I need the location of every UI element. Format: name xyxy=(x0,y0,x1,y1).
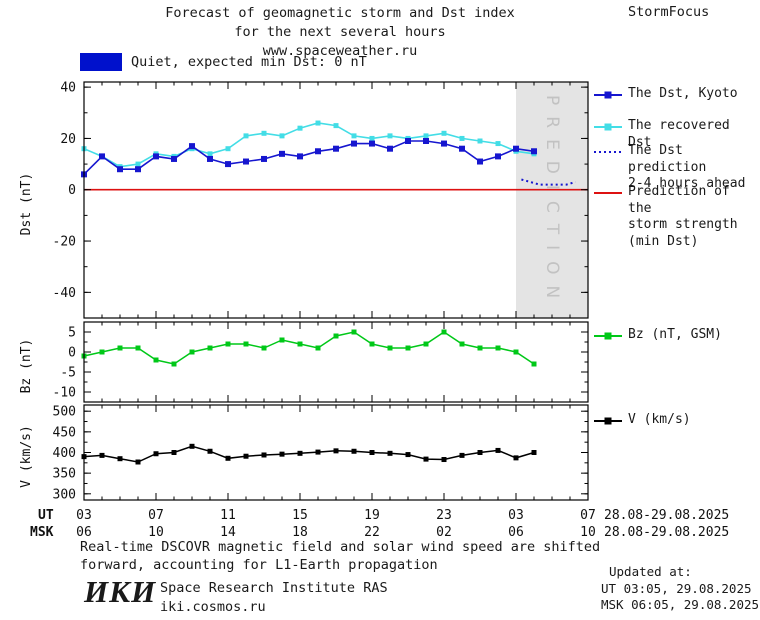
recovered-dst-legend-marker-icon xyxy=(594,123,622,131)
storm-strength-legend-marker-icon xyxy=(594,192,622,194)
ut-row-label: UT xyxy=(38,508,54,523)
institute-site: iki.cosmos.ru xyxy=(160,599,266,615)
svg-text:11: 11 xyxy=(220,508,236,523)
title-line-1: Forecast of geomagnetic storm and Dst in… xyxy=(165,5,515,21)
dst-prediction-legend-marker-icon xyxy=(594,151,622,153)
svg-text:15: 15 xyxy=(292,508,308,523)
legend-item-v: V (km/s) xyxy=(594,412,760,429)
updated-ut: UT 03:05, 29.08.2025 xyxy=(601,580,752,596)
svg-text:02: 02 xyxy=(436,525,452,540)
bz-ylabel: Bz (nT) xyxy=(19,339,34,394)
svg-text:07: 07 xyxy=(580,508,596,523)
quiet-level-swatch xyxy=(80,53,122,71)
updated-msk: MSK 06:05, 29.08.2025 xyxy=(601,597,760,612)
msk-date-range: 28.08-29.08.2025 xyxy=(604,525,729,540)
svg-text:5: 5 xyxy=(68,326,76,341)
svg-text:0: 0 xyxy=(68,183,76,198)
v-legend-marker-icon xyxy=(594,417,622,425)
svg-text:450: 450 xyxy=(53,425,76,440)
dst-kyoto-legend-marker-icon xyxy=(594,91,622,99)
svg-text:10: 10 xyxy=(148,525,164,540)
svg-text:-10: -10 xyxy=(53,386,76,401)
svg-text:22: 22 xyxy=(364,525,380,540)
svg-text:300: 300 xyxy=(53,487,76,502)
svg-text:-40: -40 xyxy=(53,286,76,301)
forecast-chart: PREDICTION 40 20 0 -20 -40 Dst (nT) 5 0 -5 -10 Bz (… xyxy=(19,81,729,540)
legend-label-storm-strength: Prediction of the storm strength (min Ds… xyxy=(628,184,738,249)
svg-text:03: 03 xyxy=(508,508,524,523)
legend-label-dst-kyoto: The Dst, Kyoto xyxy=(628,86,738,101)
v-series xyxy=(83,445,535,463)
svg-text:07: 07 xyxy=(148,508,164,523)
legend-item-dst-prediction: The Dst prediction 2-4 hours ahead xyxy=(594,143,760,193)
dst-kyoto-series xyxy=(83,140,535,175)
prediction-zone xyxy=(516,82,588,318)
legend-label-bz: Bz (nT, GSM) xyxy=(628,327,722,342)
legend-item-storm-strength: Prediction of the storm strength (min Ds… xyxy=(594,184,760,250)
legend-label-v: V (km/s) xyxy=(628,412,691,427)
page-title: Forecast of geomagnetic storm and Dst in… xyxy=(80,4,600,61)
footnote: Real-time DSCOVR magnetic field and sola… xyxy=(80,539,601,573)
legend-label-recovered-dst: The recovered Dst xyxy=(628,118,730,150)
dst-panel-frame xyxy=(83,81,589,319)
svg-text:350: 350 xyxy=(53,467,76,482)
svg-text:20: 20 xyxy=(60,132,76,147)
svg-text:40: 40 xyxy=(60,81,76,96)
svg-text:-5: -5 xyxy=(60,366,76,381)
svg-text:03: 03 xyxy=(76,508,92,523)
legend-item-recovered-dst: The recovered Dst xyxy=(594,118,760,151)
updated-block: Updated at: UT 03:05, 29.08.2025 MSK 06:… xyxy=(601,564,759,614)
svg-text:14: 14 xyxy=(220,525,236,540)
prediction-zone-label: PREDICTION xyxy=(542,95,562,309)
msk-row-label: MSK xyxy=(30,525,54,540)
svg-text:-20: -20 xyxy=(53,235,76,250)
svg-text:06: 06 xyxy=(76,525,92,540)
legend-item-dst-kyoto: The Dst, Kyoto xyxy=(594,86,760,103)
svg-text:06: 06 xyxy=(508,525,524,540)
svg-text:18: 18 xyxy=(292,525,308,540)
title-site-url: www.spaceweather.ru xyxy=(262,43,418,59)
ut-date-range: 28.08-29.08.2025 xyxy=(604,508,729,523)
dst-prediction-series xyxy=(521,178,576,186)
storm-level-indicator: Quiet, expected min Dst: 0 nT xyxy=(80,53,367,71)
v-ylabel: V (km/s) xyxy=(19,425,34,488)
svg-text:500: 500 xyxy=(53,405,76,420)
svg-text:19: 19 xyxy=(364,508,380,523)
svg-text:10: 10 xyxy=(580,525,596,540)
svg-text:400: 400 xyxy=(53,446,76,461)
quiet-level-label: Quiet, expected min Dst: 0 nT xyxy=(131,54,367,70)
brand-stormfocus: StormFocus xyxy=(628,4,710,20)
bz-legend-marker-icon xyxy=(594,332,622,340)
dst-ylabel: Dst (nT) xyxy=(19,173,34,236)
legend-item-bz: Bz (nT, GSM) xyxy=(594,327,760,344)
bz-series xyxy=(83,331,535,365)
institute-name: Space Research Institute RAS xyxy=(160,580,388,596)
title-line-2: for the next several hours xyxy=(234,24,446,40)
svg-text:23: 23 xyxy=(436,508,452,523)
svg-text:0: 0 xyxy=(68,346,76,361)
legend-label-dst-prediction: The Dst prediction 2-4 hours ahead xyxy=(628,143,746,191)
iki-logo: ИКИ xyxy=(84,574,157,609)
updated-title: Updated at: xyxy=(609,564,692,579)
